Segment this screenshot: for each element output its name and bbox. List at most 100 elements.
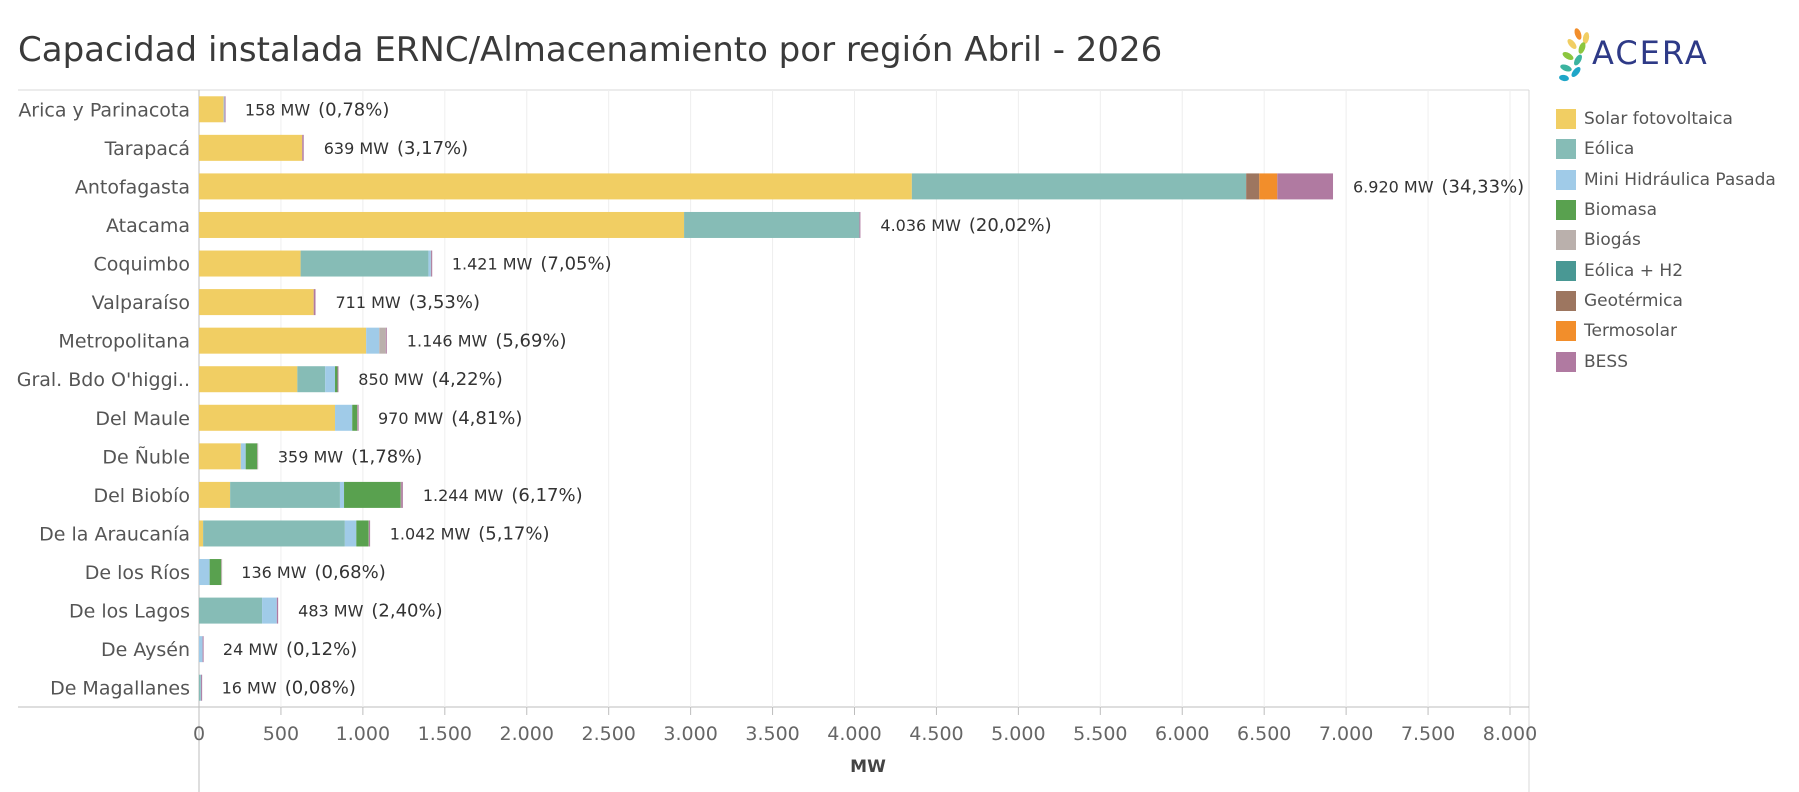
data-label-mw: 6.920 MW: [1353, 177, 1434, 196]
legend-item[interactable]: Eólica + H2: [1556, 255, 1776, 285]
legend-item[interactable]: Termosolar: [1556, 316, 1776, 346]
data-label-pct: (0,78%): [318, 99, 389, 120]
data-label-mw: 4.036 MW: [880, 216, 961, 235]
category-label: Valparaíso: [92, 292, 190, 314]
bar-segment: [339, 481, 345, 508]
bar-segment: [201, 674, 203, 701]
legend: Solar fotovoltaica Eólica Mini Hidráulica …: [1556, 104, 1776, 377]
data-labels: 158 MW (0,78%) 639 MW (3,17%) 6.920 MW (34,33…: [222, 99, 1525, 698]
x-tick-label: 7.500: [1401, 723, 1455, 745]
legend-swatch: [1556, 290, 1576, 311]
data-label-mw: 359 MW: [278, 447, 343, 466]
bar-segment: [199, 250, 301, 277]
bar-segment: [369, 520, 371, 547]
bar-segment: [257, 443, 259, 470]
data-label: 24 MW (0,12%): [223, 639, 357, 660]
bar-segment: [297, 366, 326, 393]
x-tick-label: 500: [263, 723, 299, 745]
x-tick-label: 4.000: [827, 723, 881, 745]
x-tick-label: 1.500: [418, 723, 472, 745]
legend-swatch: [1556, 169, 1576, 190]
x-tick-label: 5.500: [1073, 723, 1127, 745]
bar-segment: [262, 597, 277, 624]
legend-swatch: [1556, 200, 1576, 221]
legend-label: Mini Hidráulica Pasada: [1584, 169, 1776, 190]
bar-segment: [224, 96, 226, 123]
data-label-mw: 1.042 MW: [390, 524, 471, 543]
data-label: 1.421 MW (7,05%): [452, 254, 612, 275]
data-label-pct: (6,17%): [511, 485, 582, 506]
bar-segment: [199, 289, 314, 316]
category-label: De la Araucanía: [39, 523, 190, 545]
legend-item[interactable]: Geotérmica: [1556, 286, 1776, 316]
data-label-pct: (20,02%): [969, 215, 1052, 236]
legend-label: Biogás: [1584, 230, 1641, 251]
bar-segment: [199, 134, 303, 161]
bar-segment: [356, 520, 369, 547]
legend-item[interactable]: Solar fotovoltaica: [1556, 104, 1776, 134]
data-label: 1.244 MW (6,17%): [423, 485, 583, 506]
data-label-mw: 711 MW: [336, 293, 401, 312]
legend-swatch: [1556, 351, 1576, 372]
data-label-pct: (4,22%): [432, 369, 503, 390]
legend-label: BESS: [1584, 351, 1628, 372]
data-label-mw: 158 MW: [245, 100, 310, 119]
data-label: 4.036 MW (20,02%): [880, 215, 1051, 236]
x-tick-label: 7.000: [1319, 723, 1373, 745]
bar-segment: [379, 327, 386, 354]
bar-segment: [199, 211, 685, 238]
data-label: 136 MW (0,68%): [241, 562, 385, 583]
category-label: Coquimbo: [94, 254, 190, 276]
legend-item[interactable]: Biogás: [1556, 225, 1776, 255]
data-label: 711 MW (3,53%): [336, 292, 480, 313]
data-label: 1.146 MW (5,69%): [407, 331, 567, 352]
bar-segment: [385, 327, 387, 354]
category-label: Metropolitana: [58, 331, 190, 353]
bar-segment: [684, 211, 860, 238]
bar-segment: [245, 443, 258, 470]
legend-item[interactable]: Biomasa: [1556, 195, 1776, 225]
data-label-mw: 1.146 MW: [407, 332, 488, 351]
x-axis: 0 500 1.000 1.500 2.000 2.500 3.000 3.500 4.000 4…: [193, 707, 1537, 745]
bar-segment: [221, 559, 223, 586]
data-label: 359 MW (1,78%): [278, 446, 422, 467]
legend-item[interactable]: BESS: [1556, 346, 1776, 376]
legend-swatch: [1556, 109, 1576, 130]
bar-segment: [428, 250, 431, 277]
bar-segment: [199, 173, 912, 200]
bar-segment: [313, 289, 316, 316]
chart-canvas: 158 MW (0,78%) 639 MW (3,17%) 6.920 MW (34,33…: [17, 89, 1537, 792]
data-label-pct: (4,81%): [451, 408, 522, 429]
legend-swatch: [1556, 260, 1576, 281]
bar-segment: [300, 250, 429, 277]
bar-segment: [335, 404, 353, 431]
data-label-mw: 24 MW: [223, 640, 278, 659]
data-label-pct: (2,40%): [371, 601, 442, 622]
bar-segment: [199, 366, 298, 393]
legend-item[interactable]: Eólica: [1556, 134, 1776, 164]
data-label-pct: (5,69%): [495, 331, 566, 352]
bar-segment: [199, 559, 210, 586]
bar-segment: [357, 404, 359, 431]
bar-segment: [223, 96, 225, 123]
x-tick-label: 5.000: [991, 723, 1045, 745]
bar-segment: [431, 250, 433, 277]
bar-segment: [199, 674, 201, 701]
category-label: De Magallanes: [50, 678, 190, 700]
legend-item[interactable]: Mini Hidráulica Pasada: [1556, 165, 1776, 195]
bar-segment: [337, 366, 339, 393]
data-label-mw: 1.244 MW: [423, 486, 504, 505]
data-label-pct: (0,68%): [315, 562, 386, 583]
data-label-mw: 970 MW: [378, 409, 443, 428]
bar-segment: [401, 481, 403, 508]
bar-segment: [199, 404, 336, 431]
bar-segment: [911, 173, 1247, 200]
chart-title: Capacidad instalada ERNC/Almacenamiento …: [18, 30, 1163, 70]
x-axis-title: MW: [850, 757, 886, 777]
bar-segment: [325, 366, 336, 393]
data-label: 483 MW (2,40%): [298, 601, 442, 622]
category-labels: Arica y Parinacota Tarapacá Antofagasta Ata…: [17, 99, 190, 699]
bar-segment: [199, 636, 203, 663]
x-tick-label: 3.000: [663, 723, 717, 745]
data-label: 16 MW (0,08%): [222, 678, 356, 699]
